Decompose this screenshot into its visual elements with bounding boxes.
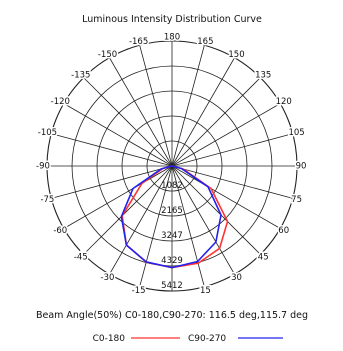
angle-label: -165 [129, 37, 148, 47]
beam-angle-text: Beam Angle(50%) C0-180,C90-270: 116.5 de… [36, 310, 308, 321]
angle-label: -75 [40, 195, 54, 205]
angle-label: 90 [296, 162, 307, 172]
grid-spoke [51, 134, 172, 166]
angle-label: -120 [51, 97, 70, 107]
radial-tick-label: 5412 [161, 281, 183, 291]
grid-spoke [172, 134, 293, 166]
angle-label: -60 [53, 226, 67, 236]
legend-label: C0-180 [93, 334, 126, 344]
angle-label: -45 [74, 253, 88, 263]
chart-title: Luminous Intensity Distribution Curve [82, 14, 262, 25]
angle-label: 135 [255, 70, 271, 80]
radial-tick-label: 4329 [161, 256, 183, 266]
angle-label: 105 [288, 128, 304, 138]
grid-spoke [64, 104, 172, 167]
angle-label: -15 [132, 286, 146, 296]
angle-label: 75 [291, 195, 302, 205]
grid-spoke [172, 78, 260, 166]
legend: C0-180 C90-270 [93, 334, 283, 344]
angle-label: 150 [228, 50, 244, 60]
angle-label: 15 [200, 286, 211, 296]
grid-spoke [172, 104, 280, 167]
angle-label: 165 [197, 37, 213, 47]
angle-label: -105 [38, 128, 57, 138]
grid-spoke [140, 45, 172, 166]
angle-label: 45 [258, 253, 269, 263]
grid-spoke [51, 166, 172, 198]
angle-label: -30 [101, 273, 115, 283]
grid-spoke [110, 58, 173, 166]
angle-label: -135 [71, 70, 90, 80]
grid-spoke [172, 58, 235, 166]
radial-tick-label: 3247 [161, 231, 183, 241]
grid-spoke [172, 166, 293, 198]
angle-label: 30 [231, 273, 242, 283]
radial-tick-label: 2165 [161, 206, 183, 216]
grid-spoke [84, 78, 172, 166]
angle-label: 60 [278, 226, 289, 236]
angle-label: -150 [98, 50, 117, 60]
grid-spoke [172, 45, 204, 166]
radial-tick-label: 1082 [161, 181, 183, 191]
angle-label: -90 [36, 162, 50, 172]
grid-spoke [84, 166, 172, 254]
legend-label: C90-270 [188, 334, 226, 344]
angle-label: 180 [164, 33, 180, 43]
angle-label: 120 [276, 97, 292, 107]
grid-spoke [64, 166, 172, 229]
